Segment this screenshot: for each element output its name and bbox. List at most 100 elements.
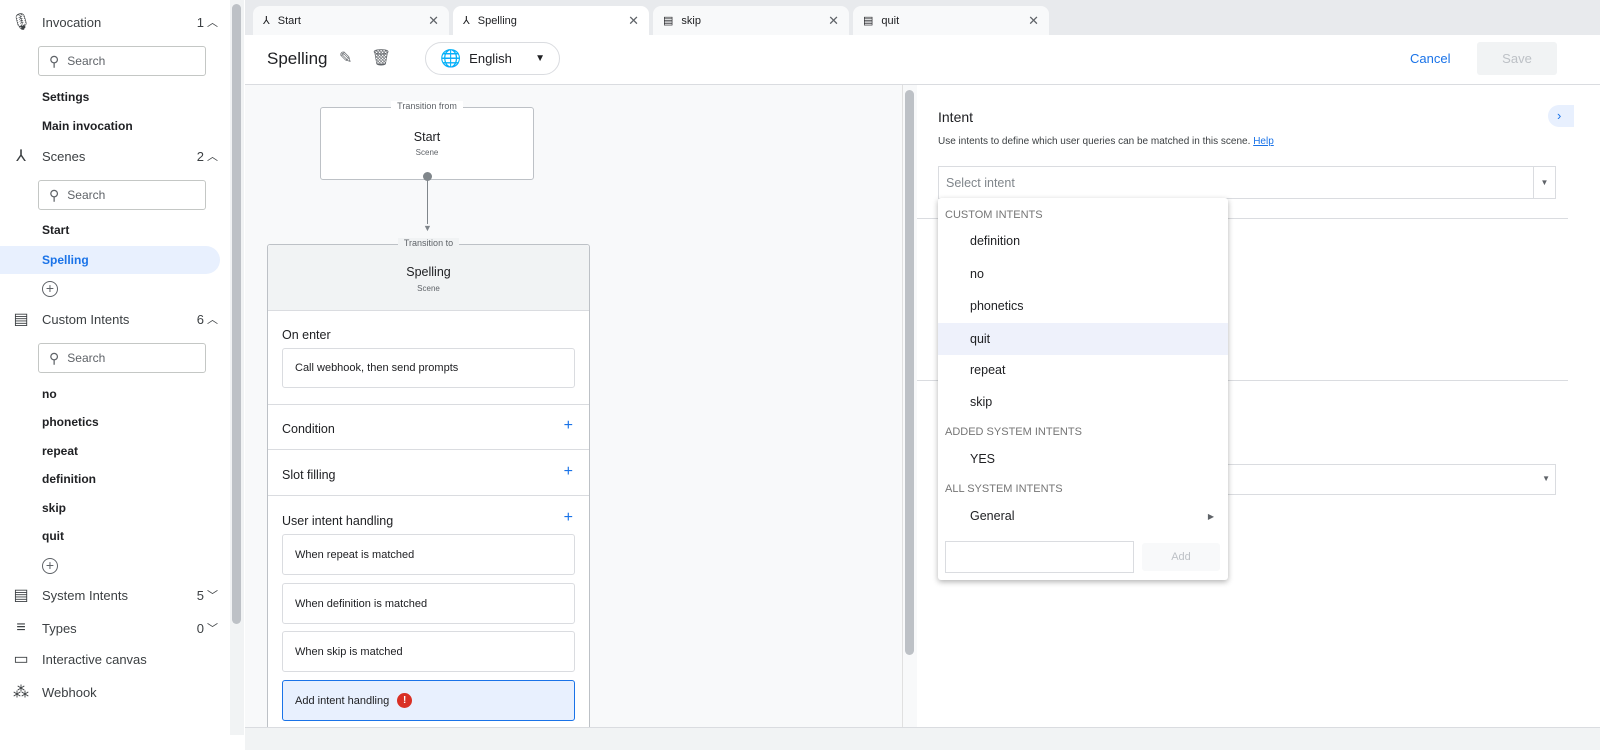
add-scene-icon[interactable]: +: [42, 281, 58, 297]
add-intent-handling-label: Add intent handling: [295, 694, 390, 707]
close-icon[interactable]: ✕: [828, 12, 839, 28]
count: 6: [196, 311, 204, 327]
chevron-up-icon[interactable]: ︿: [207, 17, 218, 29]
sidebar-item-intent[interactable]: phonetics: [42, 415, 99, 429]
chevron-up-icon[interactable]: ︿: [207, 151, 218, 163]
section-label: Custom Intents: [42, 311, 130, 327]
tab-skip[interactable]: ▤ skip ✕: [653, 6, 849, 35]
sidebar-item-intent[interactable]: no: [42, 387, 57, 401]
caret-down-icon: ▼: [1533, 167, 1555, 198]
dropdown-option[interactable]: no: [970, 267, 984, 281]
description-text: Use intents to define which user queries…: [938, 136, 1251, 147]
sidebar-item-start[interactable]: Start: [42, 223, 70, 237]
sidebar-item-intent[interactable]: definition: [42, 472, 96, 486]
search-icon: ⚲: [49, 349, 60, 366]
group-header: ADDED SYSTEM INTENTS: [945, 426, 1082, 438]
dropdown-option[interactable]: repeat: [970, 363, 1006, 377]
sidebar-item-intent[interactable]: repeat: [42, 444, 79, 458]
add-button[interactable]: Add: [1142, 543, 1220, 571]
user-intent-handling-header: User intent handling: [282, 514, 394, 528]
section-system-intents[interactable]: ▤ System Intents 5 ﹀: [0, 580, 230, 610]
chevron-up-icon[interactable]: ︿: [207, 314, 218, 326]
tab-spelling[interactable]: ⅄ Spelling ✕: [453, 6, 649, 35]
close-icon[interactable]: ✕: [1028, 12, 1039, 28]
section-types[interactable]: ≡ Types 0 ﹀: [0, 613, 230, 643]
dropdown-option-general[interactable]: General ▶: [938, 500, 1228, 532]
count: 2: [196, 148, 204, 164]
list-icon: ▤: [13, 311, 29, 328]
search-placeholder: Search: [67, 188, 106, 202]
sidebar-item-spelling[interactable]: Spelling: [0, 246, 220, 274]
sidebar-scrollbar[interactable]: [230, 0, 244, 735]
sidebar-item-main-invocation[interactable]: Main invocation: [42, 119, 133, 133]
language-select[interactable]: 🌐 English ▼: [425, 42, 560, 75]
dropdown-option[interactable]: definition: [970, 234, 1021, 248]
edit-icon[interactable]: ✎: [339, 50, 353, 67]
expand-panel-icon[interactable]: ›: [1548, 105, 1574, 127]
section-label: Webhook: [42, 684, 97, 700]
section-label: Types: [42, 620, 77, 636]
canvas-scrollbar[interactable]: [902, 85, 917, 727]
language-label: English: [469, 51, 512, 66]
bottom-scrollbar[interactable]: [245, 727, 1600, 750]
help-link[interactable]: Help: [1253, 136, 1274, 147]
intent-handler-block[interactable]: When definition is matched: [282, 583, 575, 624]
node-type: Scene: [417, 284, 440, 293]
section-label: Invocation: [42, 14, 102, 30]
dropdown-option[interactable]: phonetics: [970, 299, 1024, 313]
connector-dot: [423, 172, 432, 181]
tab-bar: ⅄ Start ✕ ⅄ Spelling ✕ ▤ skip ✕ ▤ quit ✕: [245, 0, 1600, 35]
count: 5: [196, 587, 204, 603]
dropdown-option[interactable]: YES: [970, 452, 996, 466]
section-webhook[interactable]: ⁂ Webhook: [0, 677, 230, 707]
intents-search-input[interactable]: ⚲ Search: [38, 343, 206, 373]
search-icon: ⚲: [49, 52, 60, 69]
sidebar-item-intent[interactable]: skip: [42, 501, 67, 515]
add-condition-icon[interactable]: +: [563, 417, 573, 434]
section-label: Scenes: [42, 148, 86, 164]
dropdown-option[interactable]: skip: [970, 395, 993, 409]
on-enter-block[interactable]: Call webhook, then send prompts: [282, 348, 575, 388]
node-caption: Transition from: [391, 101, 463, 111]
scene-title: Spelling: [267, 49, 328, 68]
panel-title: Intent: [938, 109, 974, 125]
tab-label: skip: [681, 14, 701, 27]
add-intent-handling-icon[interactable]: +: [563, 509, 573, 526]
scene-icon: ⅄: [463, 15, 470, 27]
tab-quit[interactable]: ▤ quit ✕: [853, 6, 1049, 35]
chevron-down-icon[interactable]: ﹀: [207, 623, 218, 635]
panel-description: Use intents to define which user queries…: [938, 136, 1274, 147]
transition-from-node[interactable]: Transition from Start Scene: [320, 101, 534, 180]
intent-icon: ▤: [663, 15, 674, 27]
add-intent-icon[interactable]: +: [42, 558, 58, 574]
close-icon[interactable]: ✕: [428, 12, 439, 28]
section-custom-intents[interactable]: ▤ Custom Intents 6 ︿: [0, 304, 230, 334]
section-invocation[interactable]: 🎙 Invocation 1 ︿: [0, 7, 230, 37]
intent-handler-block[interactable]: When skip is matched: [282, 631, 575, 672]
chevron-down-icon[interactable]: ﹀: [207, 590, 218, 602]
add-intent-handling-block[interactable]: Add intent handling!: [282, 680, 575, 721]
sidebar-item-settings[interactable]: Settings: [42, 90, 90, 104]
section-interactive-canvas[interactable]: ▭ Interactive canvas: [0, 644, 230, 674]
scenes-search-input[interactable]: ⚲ Search: [38, 180, 206, 210]
invocation-search-input[interactable]: ⚲ Search: [38, 46, 206, 76]
tab-start[interactable]: ⅄ Start ✕: [253, 6, 449, 35]
new-intent-input[interactable]: [945, 541, 1134, 573]
group-header: CUSTOM INTENTS: [945, 209, 1043, 221]
search-placeholder: Search: [67, 351, 106, 365]
intent-handler-block[interactable]: When repeat is matched: [282, 534, 575, 575]
scene-icon: ⅄: [16, 148, 26, 165]
submenu-arrow-icon: ▶: [1207, 511, 1214, 521]
section-scenes[interactable]: ⅄ Scenes 2 ︿: [0, 141, 230, 171]
save-button[interactable]: Save: [1477, 42, 1557, 75]
dropdown-option[interactable]: quit: [938, 323, 1228, 355]
select-intent-input[interactable]: Select intent ▼: [938, 166, 1556, 199]
caret-down-icon: ▼: [1542, 474, 1550, 483]
canvas-icon: ▭: [13, 651, 29, 668]
cancel-button[interactable]: Cancel: [1410, 51, 1451, 66]
sidebar-item-intent[interactable]: quit: [42, 529, 64, 543]
close-icon[interactable]: ✕: [628, 12, 639, 28]
delete-icon[interactable]: 🗑: [371, 50, 392, 67]
divider: [917, 380, 1568, 381]
add-slot-icon[interactable]: +: [563, 463, 573, 480]
